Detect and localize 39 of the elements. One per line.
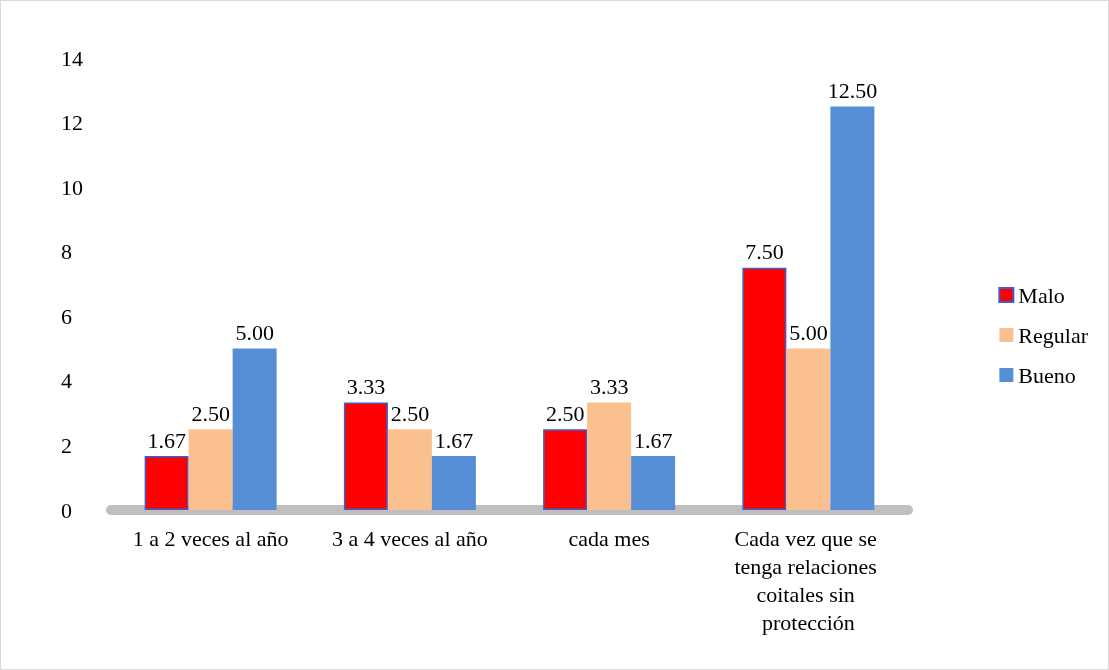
data-label: 5.00 [789, 320, 828, 346]
legend-label: Malo [1018, 282, 1065, 308]
bar [631, 456, 676, 510]
bar [188, 429, 233, 510]
data-label: 3.33 [589, 373, 629, 399]
y-tick-label: 2 [61, 432, 72, 458]
bar [786, 348, 831, 510]
data-label: 1.67 [434, 427, 474, 453]
data-label: 12.50 [827, 77, 878, 103]
data-label: 5.00 [235, 320, 274, 346]
legend-label: Bueno [1018, 362, 1076, 388]
x-tick-label: 1 a 2 veces al año [132, 525, 289, 551]
bar [742, 267, 787, 510]
bar [543, 429, 588, 510]
x-tick-label: Cada vez que se tenga relaciones coitales sin protección [734, 525, 883, 635]
bar [431, 456, 476, 510]
bar [587, 402, 632, 510]
bar [144, 456, 189, 510]
x-tick-label: 3 a 4 veces al año [331, 525, 488, 551]
data-label: 2.50 [191, 400, 230, 426]
bar [830, 106, 875, 510]
y-tick-label: 8 [61, 239, 72, 265]
x-tick-label: cada mes [568, 525, 650, 551]
y-tick-label: 12 [61, 110, 83, 136]
y-tick-label: 10 [61, 174, 83, 200]
data-label: 2.50 [545, 400, 585, 426]
data-label: 2.50 [390, 400, 430, 426]
legend-label: Regular [1018, 322, 1089, 348]
data-label: 7.50 [745, 239, 784, 265]
y-tick-label: 0 [61, 497, 72, 523]
data-label: 1.67 [633, 427, 673, 453]
bar [387, 429, 432, 510]
y-tick-label: 14 [61, 45, 83, 71]
bar [343, 402, 388, 510]
y-tick-label: 6 [61, 303, 72, 329]
data-label: 1.67 [147, 427, 186, 453]
data-label: 3.33 [346, 373, 386, 399]
bar [232, 348, 277, 510]
y-tick-label: 4 [61, 368, 72, 394]
